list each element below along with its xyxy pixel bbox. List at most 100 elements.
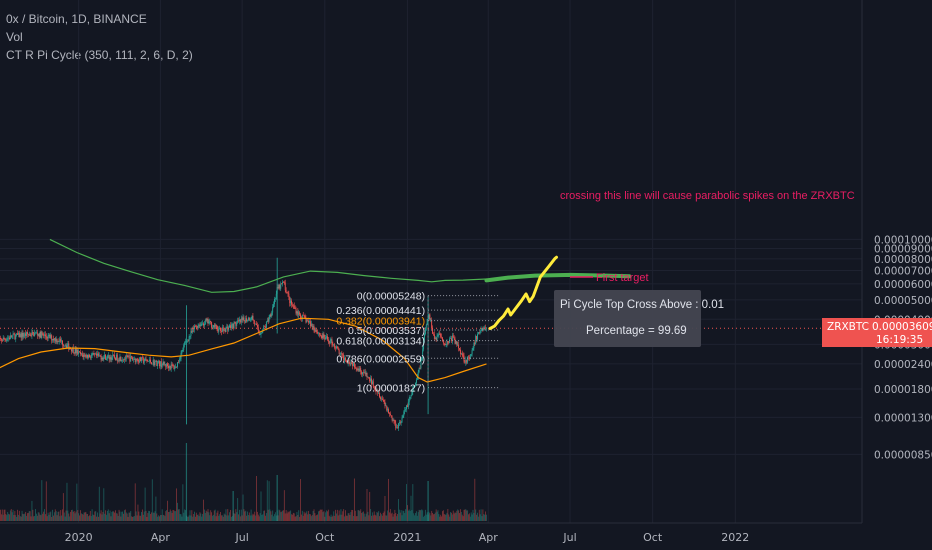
volume-bar [456,510,458,521]
volume-bar [97,512,98,521]
candle-body [379,393,381,398]
fib-level-label: 0.5(0.00003537) [348,325,425,337]
volume-bar [316,515,318,521]
volume-bar [300,479,301,521]
candle-body [348,359,350,364]
volume-bar [138,511,140,521]
candle-body [144,358,146,362]
volume-bar [135,511,137,521]
candle-body [266,320,268,323]
candle-body [353,362,355,368]
volume-bar [282,510,284,521]
candle-body [99,355,101,357]
candle-body [246,318,248,322]
volume-bar [129,512,131,521]
volume-bar [98,486,100,521]
volume-bar [477,516,479,521]
candle-body [265,322,267,328]
volume-bar [0,509,1,521]
volume-bar [171,512,173,521]
volume-bar [385,515,387,521]
volume-bar [266,480,268,521]
candle-body [365,372,367,375]
volume-bar [260,491,262,521]
candle-body [229,325,231,328]
candle-body [415,383,416,386]
volume-indicator-label[interactable]: Vol [6,30,23,44]
volume-bar [342,511,344,521]
volume-bar [427,481,429,521]
volume-bar [262,514,264,521]
candle-body [227,326,229,331]
candle-body [240,318,242,323]
price-axis[interactable]: 0.000100000.000090000.000080000.00007000… [874,234,932,461]
pi-cycle-indicator-label[interactable]: CT R Pi Cycle (350, 111, 2, 6, D, 2) [6,48,193,62]
volume-bar [298,510,300,521]
pi-cycle-350-ma-line [49,238,487,293]
volume-bar [295,516,297,521]
time-axis[interactable]: 2020 Apr Jul Oct 2021 Apr Jul Oct 2022 [65,531,750,544]
candle-body [316,330,318,333]
volume-bar [346,515,348,521]
volume-bar [49,512,51,521]
volume-bar [264,510,266,521]
candle-body [382,399,384,401]
volume-bar [18,514,19,521]
candle-body [318,332,320,335]
candle-body [39,331,41,337]
candle-body [456,341,458,345]
volume-bar [63,512,65,521]
volume-bar [246,515,248,521]
volume-bar [168,511,170,521]
volume-bar [399,512,401,521]
volume-bar [99,513,101,521]
candle-body [328,341,330,344]
volume-bar [425,514,427,521]
candle-body [430,320,432,321]
volume-bar [314,513,316,521]
volume-bar [74,513,76,521]
fib-level-label: 0.236(0.00004441) [336,305,425,317]
volume-bar [459,509,461,521]
volume-bar [283,490,285,521]
volume-bar [131,516,133,521]
volume-bar [201,516,203,521]
candle-body [361,371,363,375]
volume-bar [24,513,26,521]
candle-body [455,341,457,344]
volume-bar [265,513,267,521]
candle-body [158,361,160,363]
candle-body [182,349,184,351]
candle-body [299,312,301,315]
candle-body [4,339,6,340]
volume-bar [445,514,447,521]
candle-body [10,335,12,338]
candle-body [278,284,280,289]
candle-body [20,334,22,338]
candle-body [95,353,97,355]
candle-body [98,355,100,357]
candle-body [198,325,200,326]
candle-body [119,356,121,361]
candle-body [128,356,130,358]
volume-bar [431,510,433,521]
candle-body [129,356,131,362]
volume-bar [205,510,207,521]
candle-body [133,358,135,360]
candle-body [311,323,313,328]
candle-body [372,381,374,387]
candle-body [396,427,398,429]
volume-bar [332,515,334,521]
volume-bar [30,516,32,521]
candle-body [401,417,403,422]
candle-body [435,337,437,341]
volume-bar [238,514,239,521]
volume-bar [397,499,399,521]
volume-bar [44,509,45,521]
candle-body [239,319,241,323]
candle-body [197,325,199,328]
candle-body [96,353,98,356]
symbol-title[interactable]: 0x / Bitcoin, 1D, BINANCE [6,12,147,26]
candle-body [221,330,222,332]
